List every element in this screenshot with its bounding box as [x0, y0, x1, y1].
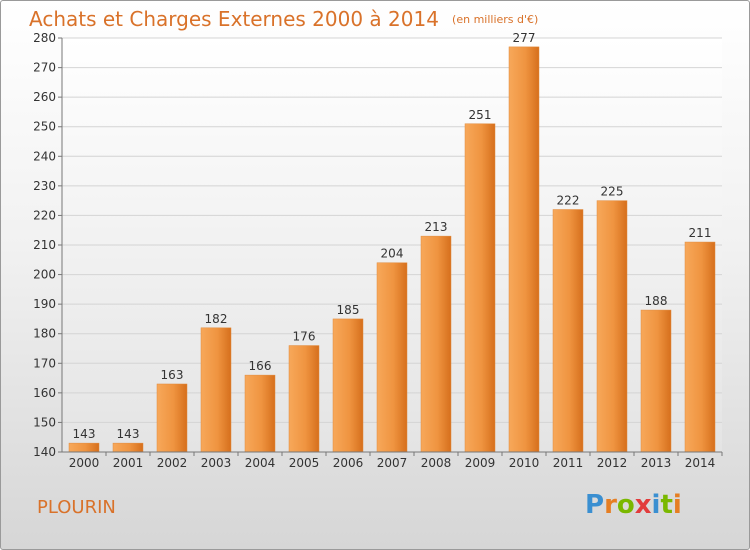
labels: 140 150 160 170 180 190 200 210 220 230 240 250 260 2…: [33, 31, 715, 470]
bars: [68, 46, 716, 453]
y-tick-label: 250: [33, 120, 56, 134]
proxiti-logo[interactable]: Proxiti: [585, 490, 682, 520]
bar-2014[interactable]: [684, 241, 716, 453]
y-tick-label: 200: [33, 268, 56, 282]
value-label-2013: 188: [645, 294, 668, 308]
value-label-2009: 251: [469, 108, 492, 122]
x-tick-label-2001: 2001: [113, 456, 144, 470]
y-tick-label: 140: [33, 445, 56, 459]
bar-2004[interactable]: [244, 374, 276, 453]
chart-title: Achats et Charges Externes 2000 à 2014: [29, 7, 439, 31]
bar-2011[interactable]: [552, 209, 584, 453]
x-tick-label-2009: 2009: [465, 456, 496, 470]
y-tick-label: 150: [33, 415, 56, 429]
x-tick-label-2002: 2002: [157, 456, 188, 470]
x-tick-label-2014: 2014: [685, 456, 716, 470]
logo-letter: r: [604, 490, 617, 520]
chart-subtitle: (en milliers d'€): [452, 13, 539, 26]
x-tick-label-2008: 2008: [421, 456, 452, 470]
bar-2003[interactable]: [200, 327, 232, 453]
y-tick-label: 170: [33, 356, 56, 370]
value-label-2008: 213: [425, 220, 448, 234]
logo-letter: o: [616, 490, 635, 520]
x-tick-label-2007: 2007: [377, 456, 408, 470]
value-label-2010: 277: [513, 31, 536, 45]
value-label-2012: 225: [601, 185, 624, 199]
title-row: Achats et Charges Externes 2000 à 2014 (…: [29, 7, 538, 31]
x-tick-label-2012: 2012: [597, 456, 628, 470]
y-tick-label: 260: [33, 90, 56, 104]
y-tick-label: 240: [33, 149, 56, 163]
bar-2006[interactable]: [332, 318, 364, 453]
y-tick-label: 270: [33, 61, 56, 75]
place-name: PLOURIN: [37, 497, 116, 518]
value-label-2007: 204: [381, 247, 404, 261]
value-label-2005: 176: [293, 330, 316, 344]
axes: [58, 37, 723, 456]
y-tick-label: 280: [33, 31, 56, 45]
bar-2001[interactable]: [112, 442, 144, 453]
logo-letter: P: [585, 490, 605, 520]
y-tick-label: 210: [33, 238, 56, 252]
x-tick-label-2010: 2010: [509, 456, 540, 470]
bar-2010[interactable]: [508, 46, 540, 453]
bar-2009[interactable]: [464, 123, 496, 453]
y-tick-label: 190: [33, 297, 56, 311]
bar-2000[interactable]: [68, 442, 100, 453]
x-tick-label-2000: 2000: [69, 456, 100, 470]
x-tick-label-2006: 2006: [333, 456, 364, 470]
bar-2002[interactable]: [156, 383, 188, 453]
y-tick-label: 230: [33, 179, 56, 193]
bar-2007[interactable]: [376, 262, 408, 453]
y-tick-label: 180: [33, 327, 56, 341]
value-label-2003: 182: [205, 312, 228, 326]
bar-2005[interactable]: [288, 345, 320, 453]
logo-letter: i: [672, 490, 682, 520]
x-tick-label-2013: 2013: [641, 456, 672, 470]
y-tick-label: 160: [33, 386, 56, 400]
value-label-2002: 163: [161, 368, 184, 382]
bar-2013[interactable]: [640, 309, 672, 453]
y-tick-label: 220: [33, 208, 56, 222]
logo-letter: i: [651, 490, 661, 520]
value-label-2000: 143: [73, 427, 96, 441]
value-label-2006: 185: [337, 303, 360, 317]
bar-2012[interactable]: [596, 200, 628, 453]
x-tick-label-2011: 2011: [553, 456, 584, 470]
bar-2008[interactable]: [420, 235, 452, 453]
logo-letter: t: [660, 490, 673, 520]
value-label-2014: 211: [689, 226, 712, 240]
x-tick-label-2005: 2005: [289, 456, 320, 470]
value-label-2011: 222: [557, 194, 580, 208]
x-tick-label-2003: 2003: [201, 456, 232, 470]
x-tick-label-2004: 2004: [245, 456, 276, 470]
value-label-2004: 166: [249, 359, 272, 373]
logo-letter: x: [634, 490, 652, 520]
value-label-2001: 143: [117, 427, 140, 441]
